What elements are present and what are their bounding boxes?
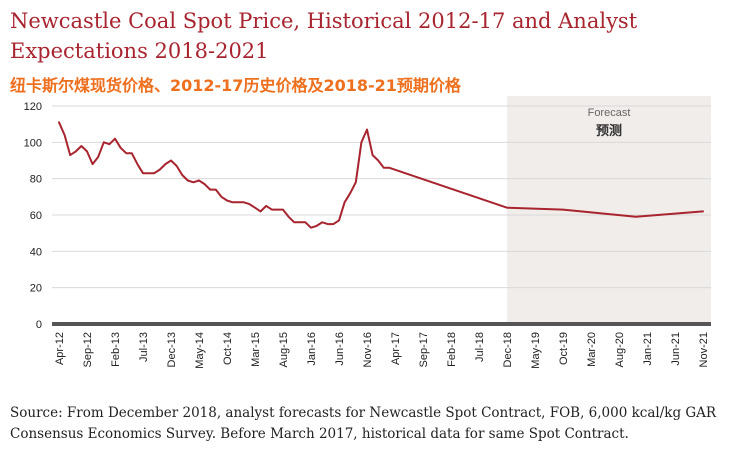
x-tick-label: Nov-16	[362, 332, 374, 367]
x-tick-label: Jul-13	[138, 332, 150, 362]
line-chart: Forecast 预测 0 20 40 60 80 100 120 Apr-12 Sep-12 F…	[24, 96, 711, 369]
x-axis: Apr-12 Sep-12 Feb-13 Jul-13 Dec-13 May-14 Oct-…	[52, 322, 711, 369]
x-tick-label: Nov-21	[698, 332, 710, 367]
y-tick-label: 100	[24, 137, 42, 149]
x-tick-label: Mar-20	[586, 332, 598, 367]
x-tick-label: May-14	[194, 332, 206, 369]
x-tick-label: Oct-14	[222, 332, 234, 365]
y-tick-label: 40	[30, 246, 42, 258]
forecast-shading	[507, 96, 711, 324]
x-tick-label: May-19	[530, 332, 542, 369]
x-tick-label: Jul-18	[474, 332, 486, 362]
y-axis: 0 20 40 60 80 100 120	[24, 101, 42, 331]
x-tick-label: Apr-12	[54, 332, 66, 365]
x-tick-label: Mar-15	[250, 332, 262, 367]
x-tick-label: Oct-19	[558, 332, 570, 365]
x-tick-label: Aug-20	[614, 332, 626, 367]
x-tick-label: Dec-18	[502, 332, 514, 367]
y-tick-label: 20	[30, 283, 42, 295]
x-tick-label: Jan-16	[306, 332, 318, 366]
price-series-line	[58, 121, 704, 229]
x-tick-label: Sep-12	[82, 332, 94, 367]
source-note: Source: From December 2018, analyst fore…	[10, 405, 717, 442]
x-tick-label: Aug-15	[278, 332, 290, 367]
forecast-label: Forecast	[588, 107, 631, 119]
series-lines	[58, 121, 704, 229]
x-tick-label: Sep-17	[418, 332, 430, 367]
y-tick-label: 120	[24, 101, 42, 113]
y-tick-label: 80	[30, 174, 42, 186]
forecast-label-cn: 预测	[596, 123, 622, 139]
x-tick-label: Dec-13	[166, 332, 178, 367]
x-tick-label: Feb-13	[110, 332, 122, 367]
y-gridlines	[52, 105, 711, 289]
y-tick-label: 60	[30, 210, 42, 222]
chart-title: Newcastle Coal Spot Price, Historical 20…	[10, 9, 638, 63]
forecast-region: Forecast 预测	[507, 96, 711, 324]
x-tick-label: Feb-18	[446, 332, 458, 367]
y-tick-label: 0	[36, 319, 42, 331]
x-tick-label: Jan-21	[642, 332, 654, 366]
chart-subtitle: 纽卡斯尔煤现货价格、2012-17历史价格及2018-21预期价格	[10, 76, 461, 95]
x-tick-label: Jun-16	[334, 332, 346, 366]
x-tick-label: Jun-21	[670, 332, 682, 366]
x-tick-label: Apr-17	[390, 332, 402, 365]
